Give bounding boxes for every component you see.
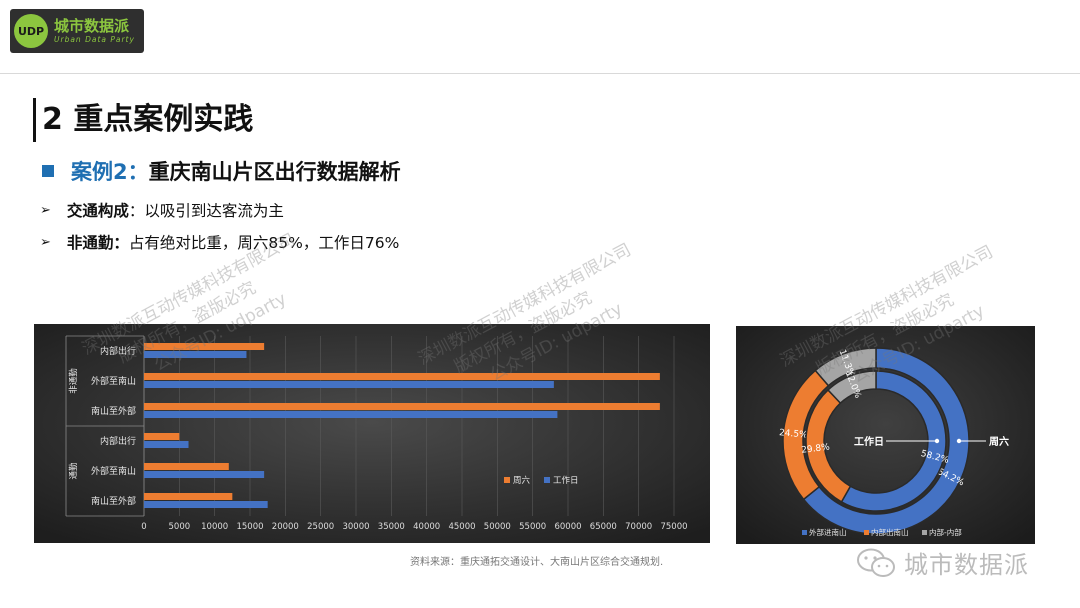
bar-workday [144, 501, 268, 508]
x-tick-label: 10000 [201, 522, 228, 532]
bar-saturday [144, 403, 660, 410]
arrow-bullet-icon: ➢ [40, 202, 51, 218]
brand-logo: UDP 城市数据派 Urban Data Party [10, 9, 144, 53]
group-label: 通勤 [68, 462, 79, 480]
bar-workday [144, 411, 558, 418]
legend-swatch [802, 530, 807, 535]
slice-label: 29.8% [801, 443, 831, 456]
category-label: 内部出行 [100, 345, 136, 357]
bar-workday [144, 471, 265, 478]
x-tick-label: 45000 [448, 522, 475, 532]
legend-swatch [504, 477, 510, 483]
bar-workday [144, 441, 189, 448]
category-label: 南山至外部 [91, 405, 136, 417]
bullet-bold: 交通构成 [66, 202, 129, 220]
bullet-bold: 非通勤： [66, 234, 129, 252]
legend-label: 工作日 [553, 475, 579, 486]
wechat-icon [857, 548, 895, 577]
x-tick-label: 65000 [590, 522, 617, 532]
bar-chart: 0 5000 10000 15000 20000 25000 30000 35000 40000… [34, 324, 710, 543]
bullet-text: ：以吸引到达客流为主 [128, 202, 284, 220]
section-heading: 案例2： 重庆南山片区出行数据解析 [42, 156, 401, 186]
donut-slice [827, 370, 877, 405]
legend-label: 周六 [513, 475, 531, 486]
brand-watermark: 城市数据派 [856, 545, 1029, 580]
x-tick-label: 30000 [342, 522, 369, 532]
legend-swatch [922, 530, 927, 535]
legend-swatch [864, 530, 869, 535]
bullet-non-commute: ➢ 非通勤： 占有绝对比重，周六85%，工作日76% [40, 231, 399, 253]
x-tick-label: 5000 [169, 522, 191, 532]
header-divider [0, 73, 1080, 74]
x-tick-label: 40000 [413, 522, 440, 532]
bar-saturday [144, 343, 265, 350]
ring-label: 周六 [989, 435, 1009, 448]
callout-dot [934, 438, 940, 444]
bar-saturday [144, 493, 233, 500]
category-label: 外部至南山 [91, 465, 136, 477]
x-tick-label: 15000 [236, 522, 263, 532]
bar-saturday [144, 433, 180, 440]
donut-slice [814, 347, 877, 387]
x-tick-label: 20000 [272, 522, 299, 532]
slice-label: 24.5% [779, 428, 809, 441]
x-tick-label: 50000 [484, 522, 511, 532]
x-tick-label: 35000 [378, 522, 405, 532]
x-tick-label: 55000 [519, 522, 546, 532]
ring-label: 工作日 [854, 435, 884, 448]
source-note: 资料来源：重庆通拓交通设计、大南山片区综合交通规划. [410, 557, 664, 568]
x-tick-label: 60000 [554, 522, 581, 532]
section-label: 案例2： [71, 160, 149, 184]
category-label: 南山至外部 [91, 495, 136, 507]
bar-saturday [144, 463, 229, 470]
logo-mark-icon: UDP [14, 14, 48, 48]
category-label: 内部出行 [100, 435, 136, 447]
logo-name: 城市数据派 [54, 17, 130, 35]
x-tick-label: 0 [141, 522, 146, 532]
x-tick-label: 70000 [625, 522, 652, 532]
bullet-traffic-composition: ➢ 交通构成 ：以吸引到达客流为主 [40, 199, 284, 221]
arrow-bullet-icon: ➢ [40, 234, 51, 250]
bullet-text: 占有绝对比重，周六85%，工作日76% [128, 234, 400, 252]
square-bullet-icon [42, 165, 54, 177]
x-tick-label: 25000 [307, 522, 334, 532]
category-label: 外部至南山 [91, 375, 136, 387]
callout-dot [956, 438, 962, 444]
brand-watermark-text: 城市数据派 [904, 551, 1029, 579]
legend-swatch [544, 477, 550, 483]
donut-slice [840, 370, 947, 512]
donut-slice [802, 347, 970, 535]
bar-workday [144, 351, 247, 358]
x-tick-label: 75000 [660, 522, 687, 532]
legend-label: 内部出南山 [871, 527, 909, 537]
donut-chart: 64.2%24.5%11.3%58.2%29.8%12.0%周六工作日外部进南山… [736, 326, 1035, 544]
page-title: 2 重点案例实践 [42, 102, 254, 137]
section-title: 重庆南山片区出行数据解析 [148, 160, 401, 184]
group-label: 非通勤 [68, 368, 79, 394]
legend-label: 内部-内部 [929, 527, 962, 537]
legend-label: 外部进南山 [809, 527, 847, 537]
title-accent-bar [33, 98, 36, 142]
bar-saturday [144, 373, 660, 380]
logo-subtitle: Urban Data Party [54, 35, 135, 44]
bar-workday [144, 381, 554, 388]
